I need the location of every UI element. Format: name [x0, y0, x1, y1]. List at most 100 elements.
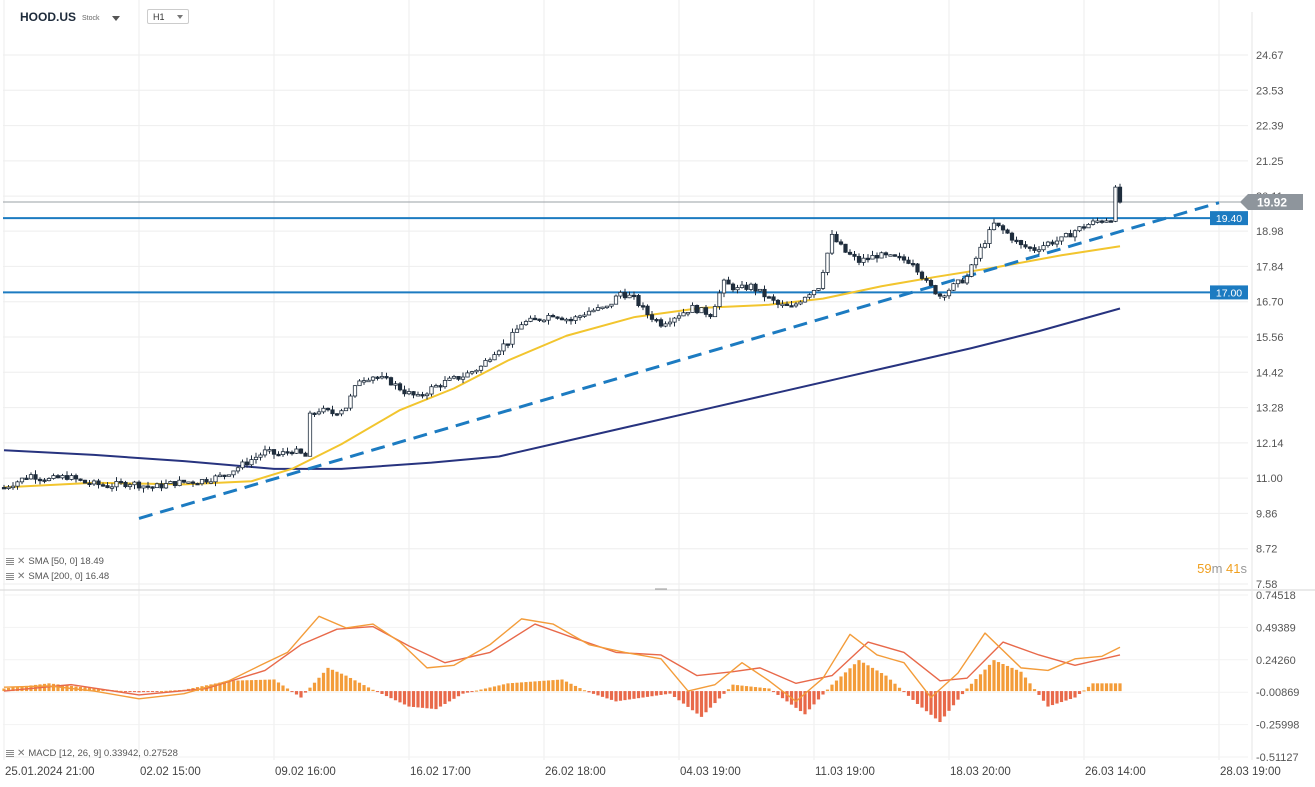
macd-histogram-bar: [456, 691, 461, 697]
candle-body: [42, 479, 47, 482]
sma50-line: [3, 245, 1121, 489]
candle-body: [487, 359, 493, 362]
candle-body: [694, 304, 700, 314]
macd-histogram-bar: [857, 660, 861, 692]
macd-histogram-bar: [380, 691, 384, 694]
macd-histogram-bar: [794, 691, 798, 708]
candle-body: [339, 410, 344, 415]
candle-body: [1054, 240, 1060, 245]
macd-histogram-bar: [555, 679, 560, 692]
sma200-legend: ✕ SMA [200, 0] 16.48: [6, 571, 109, 582]
sma50-legend: ✕ SMA [50, 0] 18.49: [6, 556, 104, 567]
candle-body: [775, 299, 781, 305]
candle-body: [928, 279, 934, 286]
macd-histogram-bar: [614, 691, 618, 702]
current-price-badge: [1240, 194, 1303, 211]
macd-histogram-bar: [942, 691, 947, 717]
candle-body: [352, 385, 358, 397]
timeframe-dropdown[interactable]: H1: [147, 9, 189, 24]
candle-body: [649, 314, 655, 320]
time-axis-label: 09.02 16:00: [275, 766, 336, 778]
candle-body: [199, 479, 205, 485]
macd-histogram-bar: [560, 679, 564, 692]
macd-histogram-bar: [249, 680, 254, 692]
candle-body: [1081, 226, 1087, 229]
chevron-down-icon[interactable]: [111, 15, 120, 21]
candle-body: [1, 487, 7, 490]
candle-body: [420, 394, 425, 397]
candle-body: [150, 486, 155, 489]
settings-icon[interactable]: [6, 558, 14, 565]
macd-histogram-bar: [695, 691, 699, 714]
candle-body: [33, 474, 38, 480]
candle-body: [325, 407, 331, 411]
macd-histogram-bar: [348, 677, 353, 692]
macd-histogram-bar: [672, 691, 677, 697]
macd-histogram-bar: [240, 680, 245, 692]
close-icon[interactable]: ✕: [17, 556, 26, 567]
candle-body: [577, 315, 583, 318]
candle-body: [505, 343, 511, 346]
macd-histogram-bar: [591, 691, 596, 694]
macd-histogram-bar: [119, 690, 123, 692]
time-axis-label: 18.03 20:00: [950, 766, 1011, 778]
price-axis-label: 24.67: [1256, 50, 1284, 62]
macd-histogram-bar: [389, 691, 393, 699]
candle-body: [478, 365, 484, 371]
macd-histogram-bar: [600, 691, 605, 697]
time-axis-label: 11.03 19:00: [815, 766, 875, 778]
macd-histogram-bar: [294, 691, 299, 695]
macd-histogram-bar: [1077, 691, 1082, 694]
macd-histogram-bar: [272, 679, 276, 692]
candle-body: [388, 377, 394, 386]
macd-histogram-bar: [173, 690, 177, 692]
close-icon[interactable]: ✕: [17, 748, 26, 759]
candle-body: [19, 477, 25, 483]
macd-histogram-bar: [411, 691, 416, 707]
candle-body: [735, 287, 740, 291]
symbol-selector[interactable]: HOOD.US Stock: [20, 10, 120, 24]
candle-body: [744, 284, 749, 290]
candle-body: [6, 486, 11, 490]
candle-body: [919, 271, 925, 279]
candle-body: [982, 243, 988, 248]
candle-body: [537, 318, 542, 321]
macd-legend: ✕ MACD [12, 26, 9] 0.33942, 0.27528: [6, 748, 178, 759]
candle-body: [397, 383, 403, 391]
candle-body: [838, 241, 844, 245]
settings-icon[interactable]: [6, 573, 14, 580]
settings-icon[interactable]: [6, 750, 14, 757]
macd-histogram-bar: [893, 683, 897, 692]
macd-histogram-bar: [285, 688, 290, 692]
macd-histogram-bar: [222, 681, 227, 692]
macd-histogram-bar: [699, 691, 704, 717]
candle-body: [465, 372, 470, 378]
candle-body: [712, 306, 718, 318]
macd-histogram-bar: [371, 689, 375, 692]
macd-histogram-bar: [1118, 683, 1122, 692]
candle-body: [384, 376, 389, 379]
macd-histogram-bar: [965, 688, 969, 692]
macd-histogram-bar: [141, 691, 146, 693]
candle-body: [78, 478, 83, 481]
candle-body: [208, 481, 214, 484]
candle-body: [10, 485, 16, 489]
macd-histogram-bar: [501, 684, 506, 692]
macd-histogram-bar: [956, 691, 960, 700]
macd-histogram-bar: [686, 691, 690, 707]
macd-histogram-bar: [740, 685, 744, 692]
macd-histogram-bar: [384, 691, 389, 697]
candle-body: [888, 254, 893, 257]
macd-histogram-bar: [416, 691, 420, 708]
macd-histogram-bar: [987, 664, 992, 692]
candle-body: [334, 413, 340, 416]
candle-body: [433, 385, 439, 388]
macd-histogram-bar: [632, 691, 636, 699]
candle-body: [213, 475, 218, 483]
candle-body: [240, 461, 245, 469]
macd-histogram-bar: [420, 691, 425, 708]
close-icon[interactable]: ✕: [17, 571, 26, 582]
macd-histogram-bar: [452, 691, 456, 699]
sma200-label: SMA [200, 0] 16.48: [28, 571, 110, 582]
